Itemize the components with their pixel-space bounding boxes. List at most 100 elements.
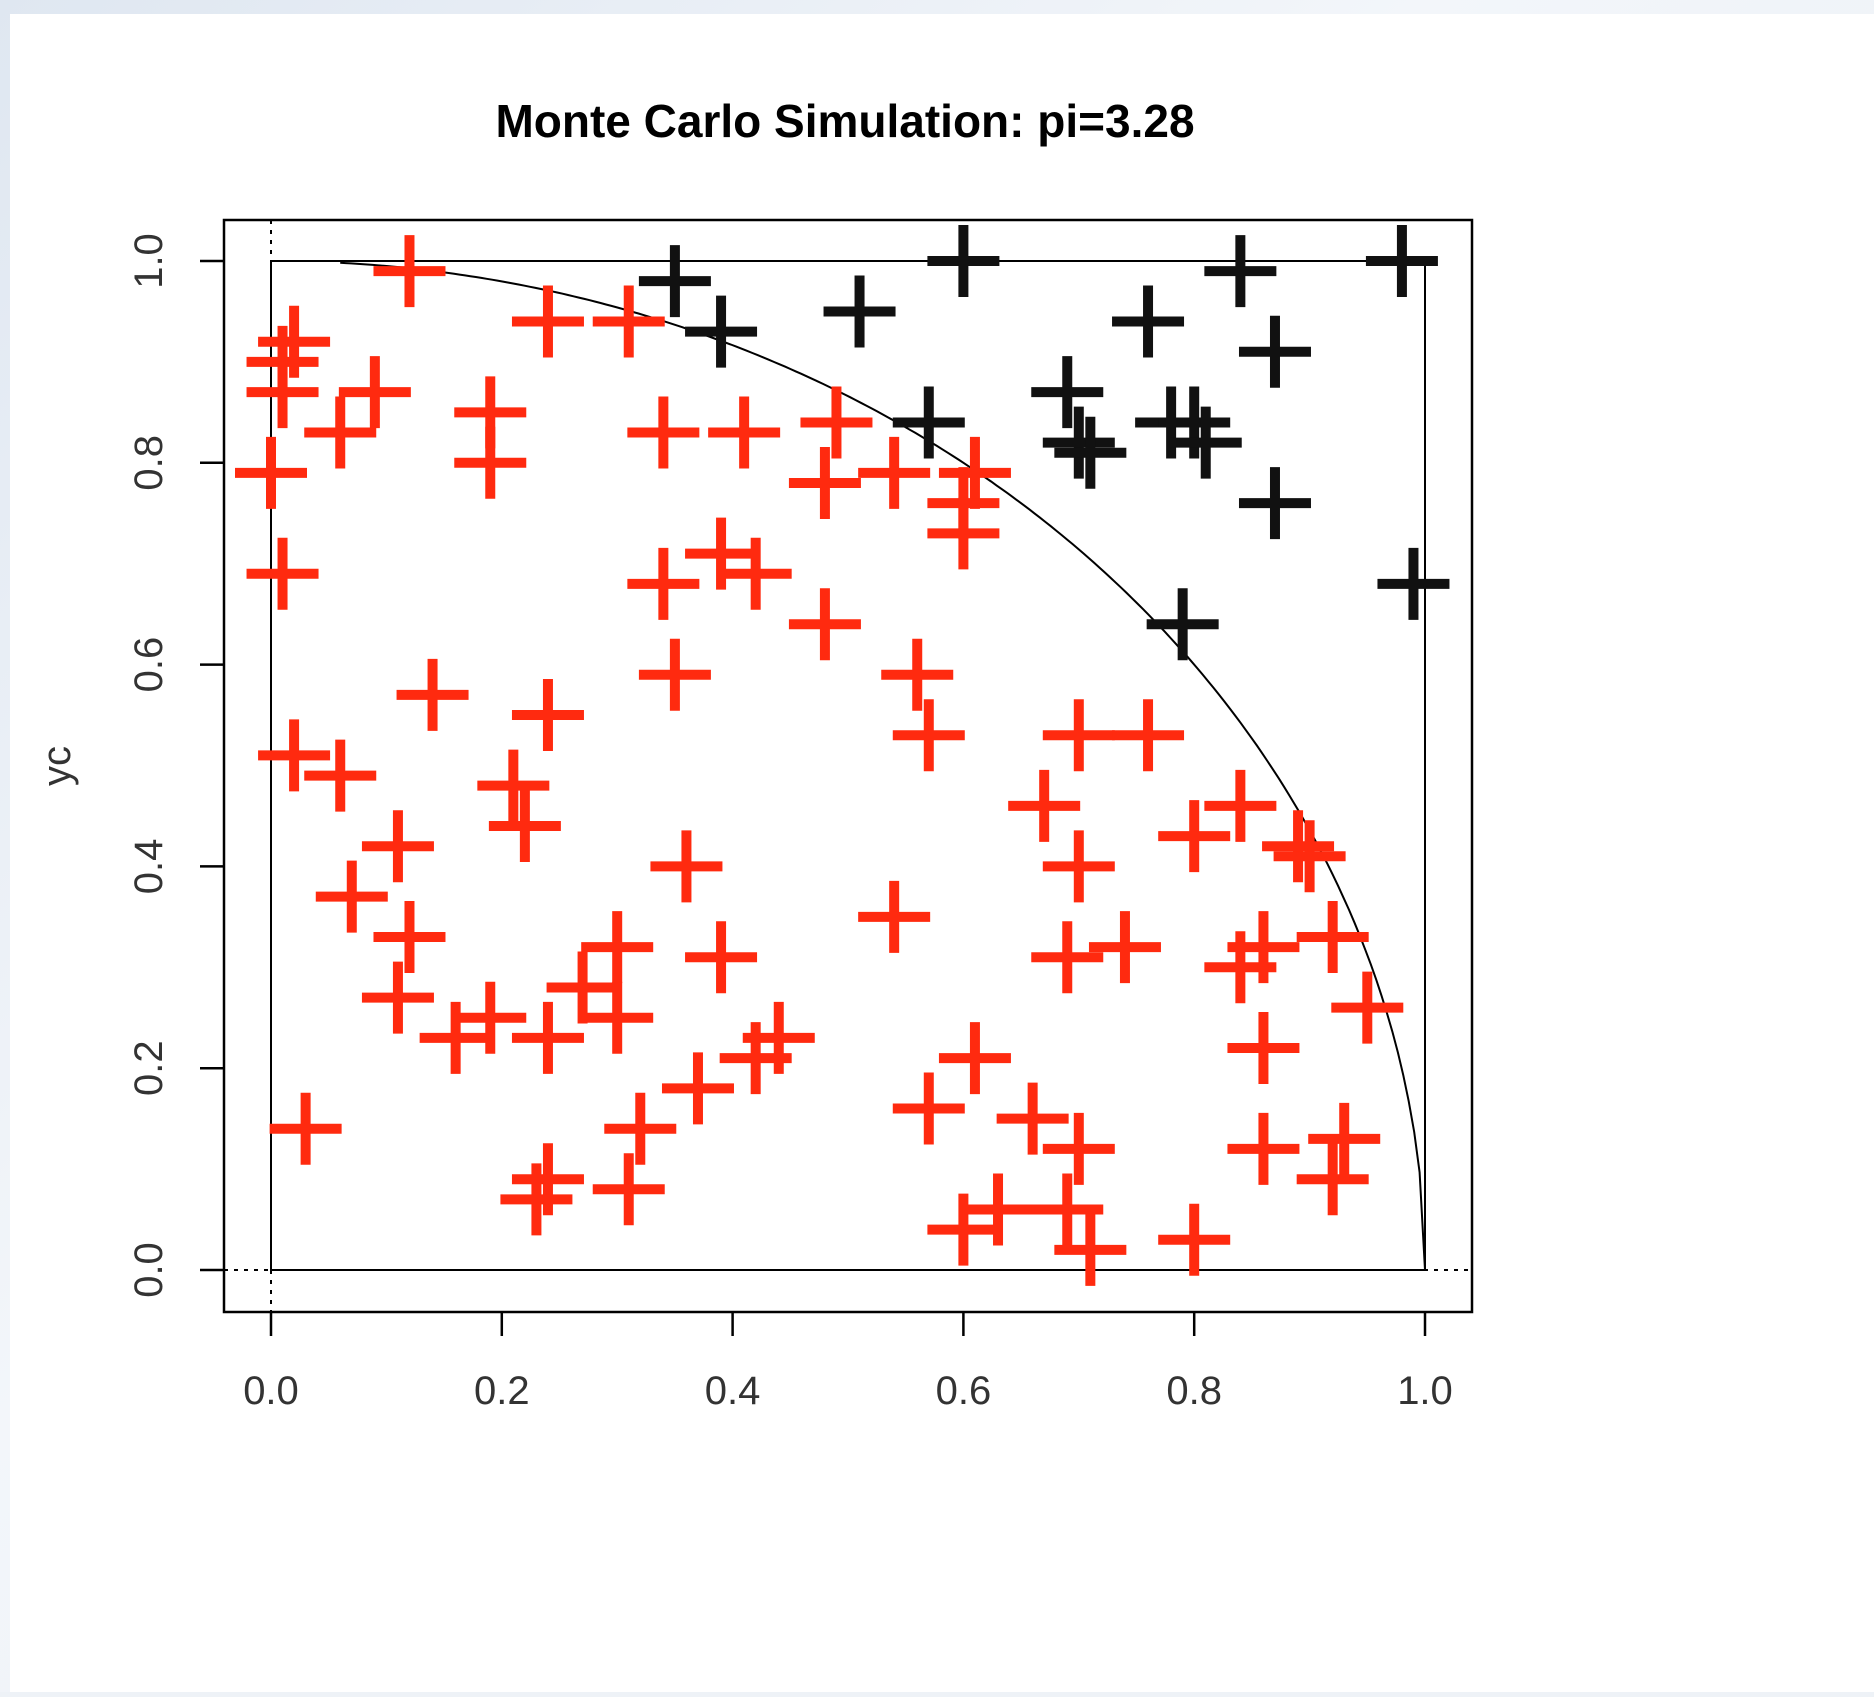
scatter-point	[1008, 769, 1081, 842]
scatter-point	[858, 880, 931, 953]
chart-title: Monte Carlo Simulation: pi=3.28	[495, 95, 1194, 147]
scatter-point	[1169, 406, 1242, 479]
scatter-point	[719, 537, 792, 610]
scatter-point	[592, 1153, 665, 1226]
scatter-point	[685, 921, 758, 994]
scatter-point	[938, 1022, 1011, 1095]
scatter-point	[1273, 820, 1346, 893]
scatter-point	[708, 396, 781, 469]
x-tick-label: 0.2	[474, 1369, 530, 1413]
scatter-point	[1112, 285, 1185, 358]
scatter-point	[419, 1001, 492, 1074]
points-layer	[235, 225, 1450, 1286]
y-tick-label: 0.4	[127, 839, 171, 895]
scatter-point	[719, 1022, 792, 1095]
scatter-point	[1042, 699, 1115, 772]
scatter-point	[858, 436, 931, 509]
scatter-point	[800, 386, 873, 459]
scatter-point	[1031, 1173, 1104, 1246]
scatter-point	[1042, 830, 1115, 903]
scatter-point	[1262, 810, 1335, 883]
scatter-point	[650, 830, 723, 903]
scatter-point	[788, 588, 861, 661]
scatter-point	[361, 810, 434, 883]
scatter-point	[627, 547, 700, 620]
axes-layer: 0.0 0.2 0.4 0.6 0.8 1.0 0.0 0.2 0.4 0.6 0.8 1.0	[127, 220, 1472, 1413]
x-tick-label: 0.0	[243, 1369, 299, 1413]
scatter-point	[269, 1092, 342, 1165]
scatter-point	[962, 1173, 1035, 1246]
scatter-point	[927, 1193, 1000, 1266]
scatter-point	[1031, 356, 1104, 429]
y-axis-label: yc	[35, 746, 79, 786]
scatter-point	[546, 951, 619, 1024]
scatter-point	[1308, 1102, 1381, 1175]
scatter-point	[823, 275, 896, 348]
scatter-point	[1377, 547, 1450, 620]
scatter-point	[1227, 911, 1300, 984]
scatter-point	[1054, 1213, 1127, 1286]
scatter-point	[511, 1143, 584, 1216]
quarter-circle-curve	[340, 261, 1426, 1271]
scatter-point	[685, 295, 758, 368]
scatter-point	[1227, 1012, 1300, 1085]
y-tick-label: 0.2	[127, 1040, 171, 1096]
scatter-point	[927, 497, 1000, 570]
scatter-point	[1238, 467, 1311, 540]
scatter-point	[1204, 769, 1277, 842]
scatter-point	[892, 699, 965, 772]
x-tick-label: 1.0	[1397, 1369, 1453, 1413]
scatter-point	[996, 1082, 1069, 1155]
y-tick-label: 1.0	[127, 233, 171, 289]
scatter-point	[304, 396, 377, 469]
y-tick-label: 0.6	[127, 637, 171, 693]
scatter-point	[258, 719, 331, 792]
scatter-point	[1238, 315, 1311, 388]
scatter-point	[235, 436, 307, 509]
scatter-point	[304, 739, 377, 812]
scatter-point	[938, 436, 1011, 509]
scatter-point	[511, 679, 584, 752]
scatter-point	[1204, 235, 1277, 308]
scatter-point	[258, 305, 331, 378]
scatter-point	[488, 790, 561, 863]
scatter-chart: Monte Carlo Simulation: pi=3.28 yc 0.0 0.…	[35, 95, 1474, 1413]
scatter-point	[361, 961, 434, 1034]
scatter-point	[581, 981, 654, 1054]
unit-square	[270, 260, 1426, 1271]
scatter-point	[477, 749, 550, 822]
scatter-point	[1158, 800, 1231, 873]
scatter-point	[511, 1001, 584, 1074]
scatter-point	[246, 356, 319, 429]
x-tick-label: 0.8	[1166, 1369, 1222, 1413]
scatter-point	[1296, 1143, 1369, 1216]
scatter-point	[1365, 225, 1438, 297]
scatter-point	[338, 356, 411, 429]
scatter-point	[454, 981, 527, 1054]
scatter-point	[373, 235, 446, 308]
scatter-point	[1042, 1112, 1115, 1185]
scatter-point	[511, 285, 584, 358]
plot-card: Monte Carlo Simulation: pi=3.28 yc 0.0 0.…	[10, 14, 1874, 1692]
scatter-point	[788, 446, 861, 519]
scatter-point	[661, 1052, 734, 1125]
scatter-point	[927, 225, 1000, 297]
scatter-point	[892, 1072, 965, 1145]
plot-frame	[222, 218, 1474, 1314]
y-tick-label: 0.8	[127, 435, 171, 491]
y-tick-label: 0.0	[127, 1242, 171, 1298]
scatter-point	[1146, 588, 1219, 661]
scatter-point	[1296, 901, 1369, 974]
scatter-point	[685, 517, 758, 590]
scatter-point	[1042, 406, 1115, 479]
scatter-point	[892, 386, 965, 459]
scatter-point	[1158, 1203, 1231, 1276]
series-outside-circle	[638, 225, 1450, 661]
scatter-point	[454, 426, 527, 499]
scatter-point	[604, 1092, 677, 1165]
scatter-point	[1331, 971, 1404, 1044]
scatter-point	[881, 638, 954, 711]
scatter-point	[638, 245, 711, 318]
x-tick-label: 0.6	[936, 1369, 992, 1413]
